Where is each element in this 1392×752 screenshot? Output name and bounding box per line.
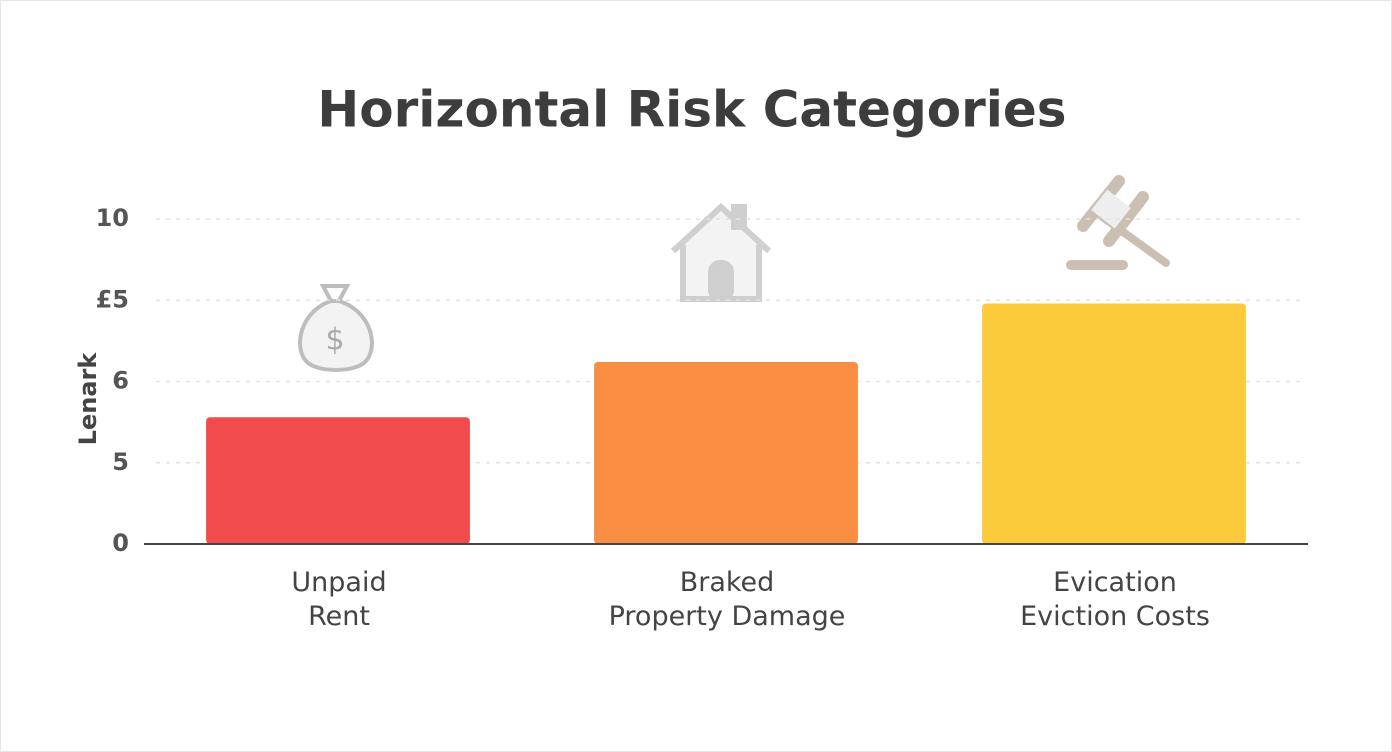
svg-text:$: $: [325, 323, 344, 358]
bar: [594, 362, 858, 544]
y-tick-label: 6: [112, 367, 129, 395]
chart-title: Horizontal Risk Categories: [317, 81, 1066, 139]
x-tick-label: Braked Property Damage: [608, 567, 846, 632]
y-tick-label: 5: [112, 448, 129, 476]
house-icon: [670, 202, 772, 302]
money-bag-icon: $: [298, 284, 374, 372]
bar: [982, 303, 1246, 544]
y-tick-label: 10: [96, 204, 129, 232]
gavel-icon: [1066, 175, 1170, 270]
x-tick-label: Evication Eviction Costs: [1020, 567, 1210, 632]
y-axis-label: Lenark: [74, 352, 102, 446]
y-tick-label: £5: [96, 285, 129, 313]
bar: [206, 417, 470, 544]
y-tick-label: 0: [112, 529, 129, 557]
x-tick-label: Unpaid Rent: [291, 567, 387, 632]
